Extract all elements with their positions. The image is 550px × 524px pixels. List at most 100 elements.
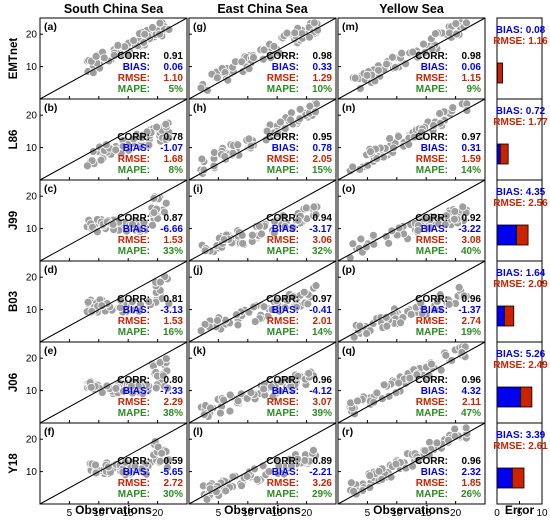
stat-label: RMSE: [118, 235, 150, 246]
error-x-tick-label: 0 [494, 508, 500, 519]
rmse-bar [520, 386, 533, 408]
stat-value-rmse: 2.74 [462, 316, 482, 327]
error-bias-label: BIAS: 3.39 [496, 430, 546, 441]
data-point [381, 313, 391, 322]
column-title: Yellow Sea [379, 2, 445, 16]
stat-label: CORR: [415, 51, 448, 62]
data-point [137, 133, 147, 143]
data-point [82, 161, 92, 171]
data-point [139, 38, 149, 47]
data-point [216, 408, 225, 418]
data-point [311, 107, 320, 117]
data-point [293, 215, 303, 225]
stat-label: BIAS: [421, 467, 448, 478]
data-point [268, 392, 278, 402]
data-point [87, 306, 97, 316]
data-point [148, 220, 157, 230]
row-label: Y18 [8, 453, 20, 474]
data-point [361, 242, 371, 252]
data-point [406, 310, 416, 319]
panel-label: (h) [193, 102, 206, 114]
stat-label: BIAS: [421, 305, 448, 316]
data-point [365, 471, 375, 480]
stat-label: BIAS: [123, 143, 150, 154]
data-point [292, 302, 301, 312]
panel-label: (n) [342, 102, 355, 114]
panel-label: (p) [342, 264, 355, 276]
data-point [287, 461, 296, 471]
stat-value-mape: 40% [461, 246, 481, 257]
one-to-one-line [188, 17, 337, 100]
data-point [139, 218, 149, 228]
data-point [435, 109, 445, 118]
data-point [237, 230, 247, 240]
one-to-one-line [188, 260, 337, 343]
stat-value-rmse: 2.05 [313, 154, 333, 165]
data-point [259, 302, 269, 312]
data-point [225, 406, 235, 416]
rmse-bar [511, 467, 525, 489]
data-point [420, 48, 430, 58]
data-point [356, 234, 366, 244]
data-point [412, 370, 422, 380]
data-point [303, 299, 313, 309]
stat-value-corr: 0.96 [313, 375, 333, 386]
data-point [151, 383, 161, 393]
stat-value-bias: -2.21 [309, 467, 332, 478]
y-tick-label: 10 [26, 224, 38, 235]
data-point [275, 386, 285, 396]
stat-label: RMSE: [118, 154, 150, 165]
stat-label: BIAS: [272, 62, 299, 73]
data-point [304, 368, 314, 378]
stat-label: RMSE: [416, 154, 448, 165]
stat-label: CORR: [117, 213, 150, 224]
stat-value-rmse: 1.29 [313, 73, 333, 84]
data-point [394, 378, 404, 388]
data-point [237, 57, 247, 67]
data-point [389, 143, 398, 153]
stat-value-mape: 26% [461, 489, 481, 500]
x-axis-title: Observations [75, 503, 152, 517]
stat-value-mape: 19% [461, 327, 481, 338]
x-tick-label: 5 [365, 508, 371, 519]
stat-label: BIAS: [272, 467, 299, 478]
error-x-tick-label: 5 [517, 508, 523, 519]
x-tick-label: 5 [67, 508, 73, 519]
data-point [274, 461, 284, 471]
data-point [382, 321, 392, 331]
stat-value-bias: 2.32 [462, 467, 482, 478]
stat-label: RMSE: [267, 154, 299, 165]
data-point [233, 140, 243, 150]
stat-label: RMSE: [416, 397, 448, 408]
stat-value-corr: 0.95 [313, 132, 333, 143]
data-point [346, 478, 356, 488]
data-point [233, 320, 243, 330]
stat-label: MAPE: [416, 246, 448, 257]
data-point [99, 53, 109, 63]
stat-value-corr: 0.96 [462, 294, 482, 305]
stat-label: MAPE: [118, 408, 150, 419]
y-tick-label: 10 [26, 467, 38, 478]
stat-label: RMSE: [267, 73, 299, 84]
data-point [295, 104, 305, 114]
one-to-one-line [188, 341, 337, 424]
error-rmse-label: RMSE: 1.77 [493, 117, 548, 128]
stat-label: CORR: [415, 294, 448, 305]
x-tick-label: 15 [272, 508, 284, 519]
x-tick-label: 15 [421, 508, 433, 519]
stat-value-rmse: 2.11 [462, 397, 481, 408]
data-point [118, 467, 128, 477]
data-point [408, 47, 418, 57]
data-point [259, 45, 269, 55]
error-rmse-label: RMSE: 2.49 [493, 360, 548, 371]
data-point [448, 103, 458, 112]
data-point [142, 469, 151, 479]
data-point [432, 438, 442, 448]
stat-value-corr: 0.96 [462, 375, 482, 386]
data-point [450, 214, 459, 224]
data-point [160, 207, 169, 217]
stat-value-bias: 4.32 [462, 386, 482, 397]
data-point [441, 350, 451, 360]
x-axis-title: Observations [224, 503, 301, 517]
x-tick-label: 20 [301, 508, 313, 519]
